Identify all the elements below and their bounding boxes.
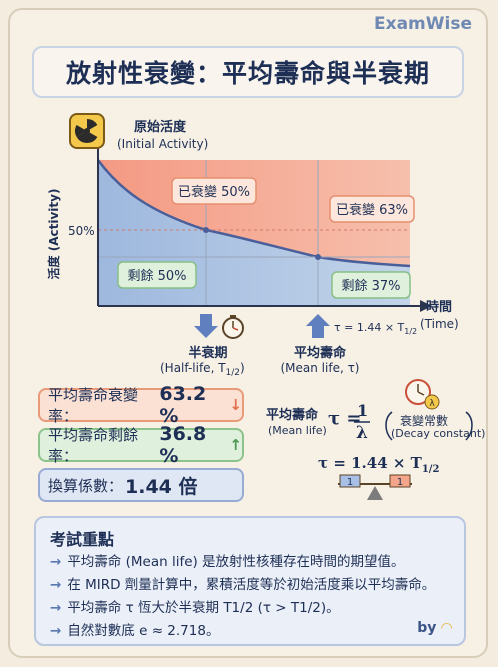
- list-item: → 自然對數底 e ≈ 2.718。: [50, 623, 220, 639]
- svg-text:1: 1: [347, 477, 353, 488]
- mean-life-zh: 平均壽命: [294, 345, 347, 361]
- arrow-right-icon: →: [50, 577, 62, 593]
- card-remain-rate: 平均壽命剩餘率： 36.8 % ↑: [38, 423, 244, 467]
- svg-text:剩餘 37%: 剩餘 37%: [341, 278, 400, 294]
- mean-life-en: (Mean life, τ): [280, 361, 359, 375]
- brand-logo: ExamWise: [374, 14, 472, 34]
- svg-text:λ: λ: [429, 399, 435, 409]
- half-life-zh: 半衰期: [188, 345, 227, 361]
- card-decay-rate-value: 63.2 %: [159, 383, 207, 427]
- arrow-right-icon: →: [50, 554, 62, 570]
- card-remain-rate-label: 平均壽命剩餘率：: [48, 426, 139, 465]
- svg-text:剩餘 50%: 剩餘 50%: [127, 268, 186, 284]
- list-item: → 在 MIRD 劑量計算中，累積活度等於初始活度乘以平均壽命。: [50, 577, 436, 593]
- initial-activity-en: (Initial Activity): [117, 137, 208, 151]
- svg-text:已衰變 63%: 已衰變 63%: [336, 202, 408, 218]
- y-tick-50: 50%: [68, 224, 95, 238]
- tau-relation: τ = 1.44 × T1/2: [334, 321, 417, 336]
- formula-relation: τ = 1.44 × T1/2: [318, 454, 440, 475]
- formula-label-zh: 平均壽命: [266, 408, 319, 423]
- x-axis-zh: 時間: [426, 299, 452, 315]
- card-factor-label: 換算係數：: [48, 476, 124, 495]
- list-item: → 平均壽命 (Mean life) 是放射性核種存在時間的期望值。: [50, 554, 405, 570]
- card-decay-rate: 平均壽命衰變率： 63.2 % ↓: [38, 383, 244, 427]
- stopwatch-icon: [222, 315, 244, 339]
- arrow-down-icon: ↓: [229, 396, 242, 414]
- svg-text:已衰變 50%: 已衰變 50%: [178, 184, 250, 200]
- radiation-icon: [69, 113, 105, 149]
- half-life-arrow: [194, 314, 218, 338]
- badge-decayed-50: 已衰變 50%: [171, 177, 257, 205]
- exam-points-box: 考試重點 → 平均壽命 (Mean life) 是放射性核種存在時間的期望值。 →…: [34, 516, 466, 646]
- paren-bracket-right: [465, 411, 473, 441]
- arrow-right-icon: →: [50, 600, 62, 616]
- card-factor: 換算係數： 1.44 倍: [38, 468, 244, 502]
- half-life-en: (Half-life, T1/2): [160, 361, 245, 378]
- banana-icon: ◠: [441, 620, 452, 636]
- mean-life-point: [315, 254, 321, 260]
- x-axis-en: (Time): [420, 317, 459, 331]
- half-life-point: [203, 227, 209, 233]
- x-axis-arrow: [420, 300, 432, 312]
- formula-numerator: 1: [357, 401, 369, 420]
- badge-remaining-37: 剩餘 37%: [331, 271, 411, 299]
- balance-scale-icon: 1 1: [338, 474, 412, 500]
- signature: by ◠: [417, 620, 452, 636]
- svg-text:1: 1: [397, 477, 403, 488]
- formula-label-en: (Mean life): [268, 424, 327, 437]
- formula-const-en: (Decay constant): [391, 427, 486, 440]
- paren-bracket: [385, 411, 393, 441]
- exam-points-list: → 平均壽命 (Mean life) 是放射性核種存在時間的期望值。 → 在 MIR…: [50, 551, 435, 643]
- badge-remaining-50: 剩餘 50%: [117, 261, 197, 289]
- exam-title: 考試重點: [50, 530, 115, 549]
- formula-const-zh: 衰變常數: [400, 414, 449, 428]
- formula-denominator: λ: [356, 423, 368, 443]
- arrow-right-icon: →: [50, 623, 62, 639]
- badge-decayed-63: 已衰變 63%: [329, 195, 415, 223]
- formula-tau-eq: τ =: [328, 408, 362, 429]
- page-title: 放射性衰變：平均壽命與半衰期: [65, 59, 430, 88]
- mean-life-arrow: [306, 314, 330, 338]
- decay-curve: [96, 159, 411, 268]
- card-factor-value: 1.44 倍: [125, 475, 198, 498]
- card-decay-rate-label: 平均壽命衰變率：: [48, 386, 139, 425]
- y-axis-label: 活度 (Activity): [46, 189, 61, 280]
- title-box: 放射性衰變：平均壽命與半衰期: [32, 46, 464, 98]
- initial-activity-label: 原始活度: [134, 119, 187, 135]
- arrow-up-icon: ↑: [229, 436, 242, 454]
- clock-lambda-icon: λ: [405, 379, 440, 410]
- list-item: → 平均壽命 τ 恆大於半衰期 T1/2 (τ > T1/2)。: [50, 600, 340, 616]
- card-remain-rate-value: 36.8 %: [159, 423, 207, 467]
